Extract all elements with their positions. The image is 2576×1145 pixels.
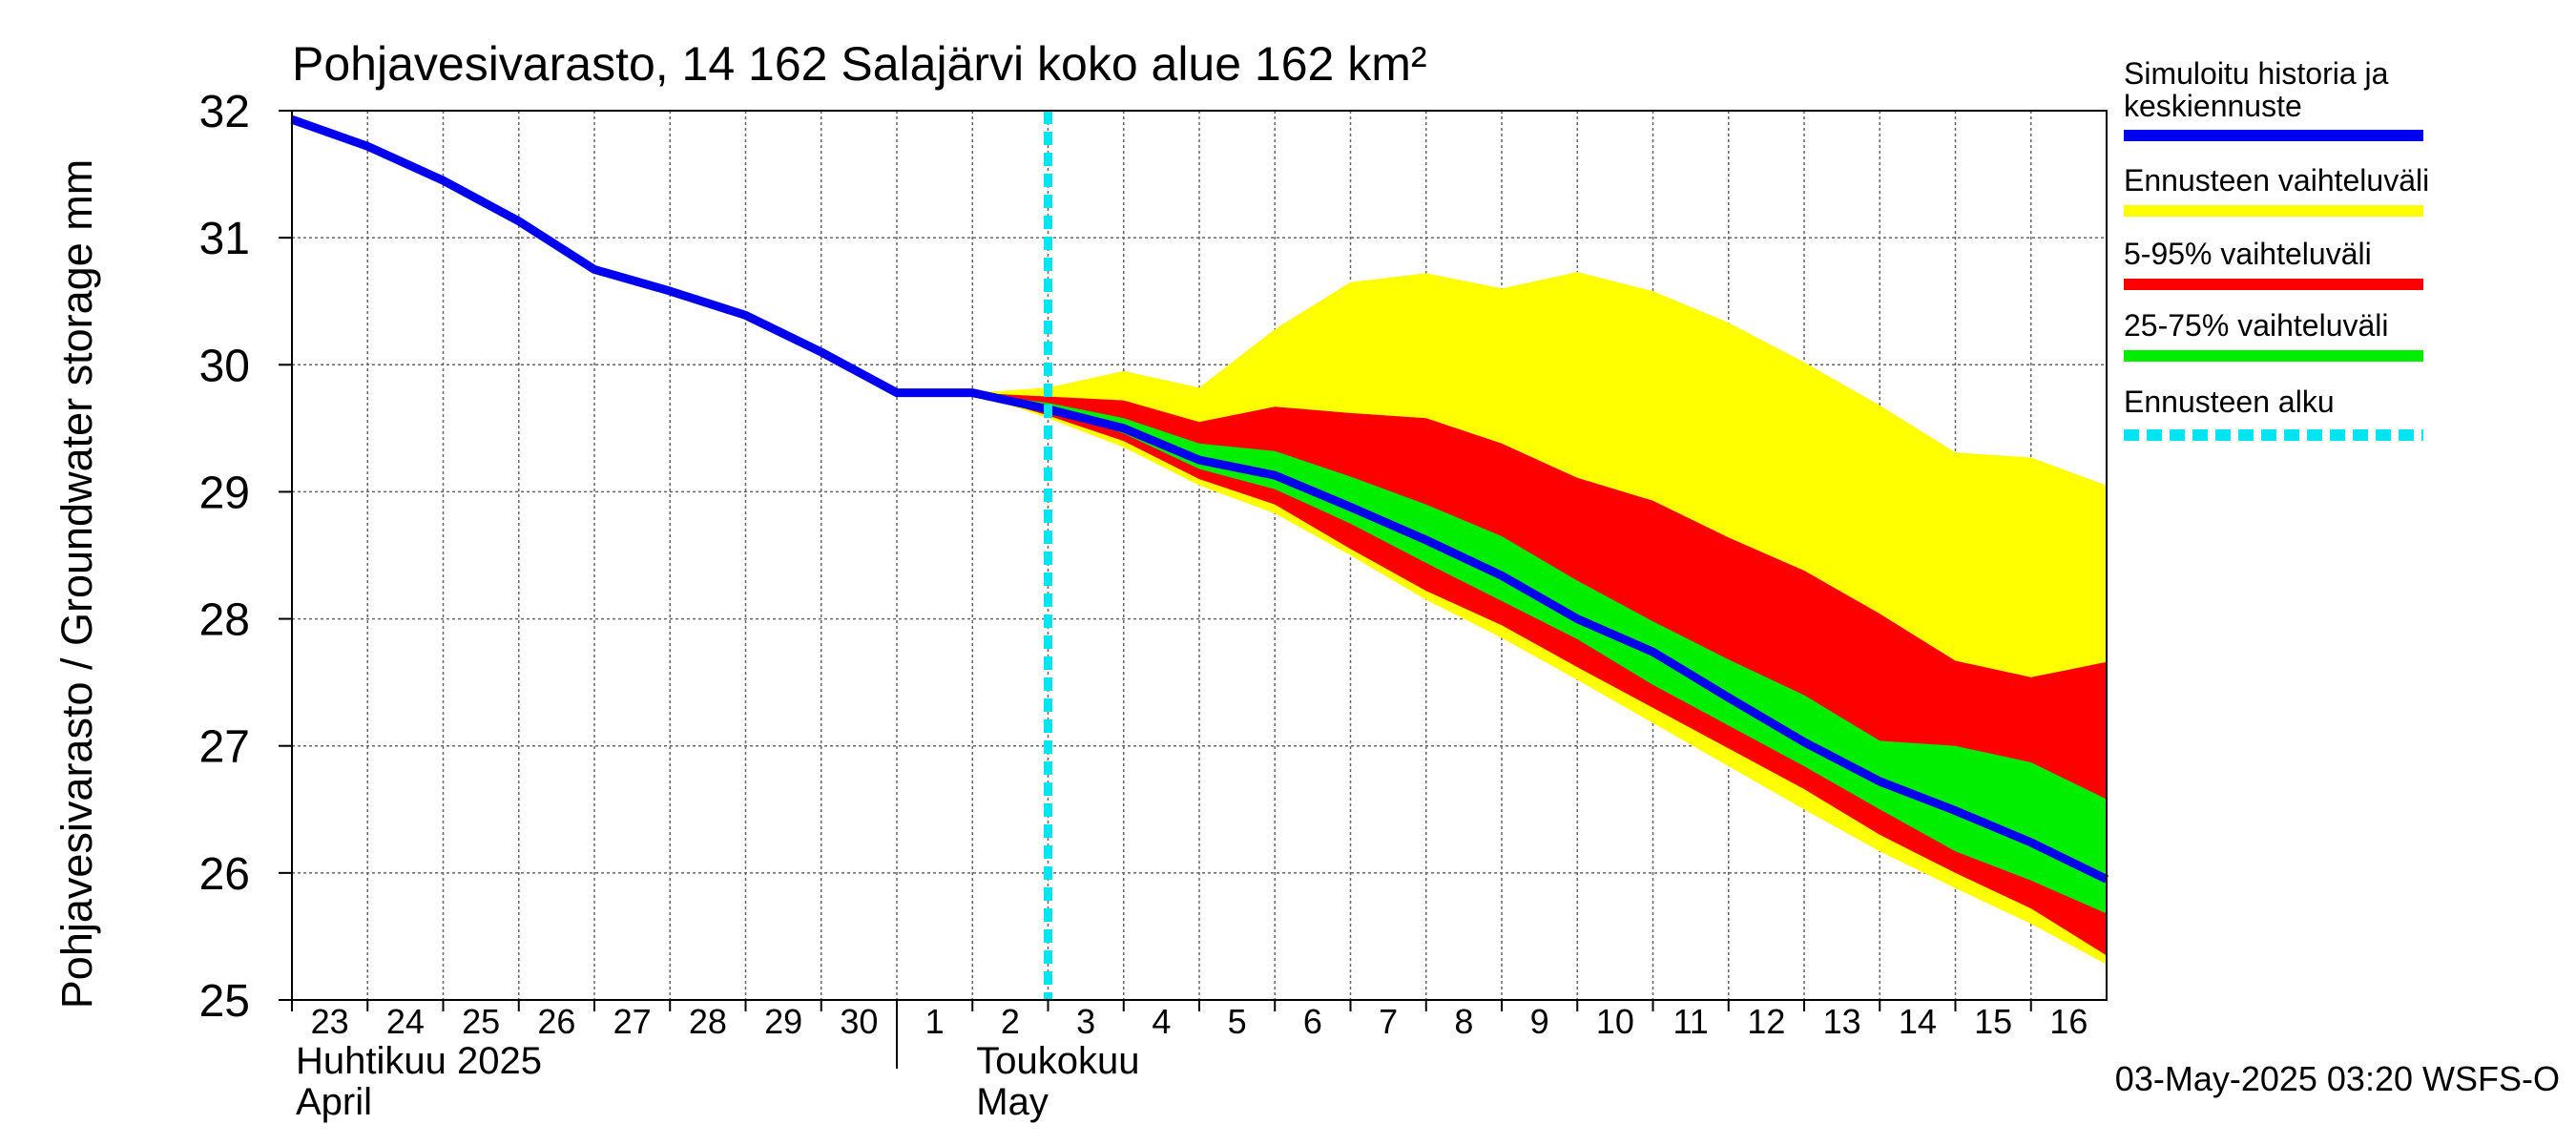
y-tick-label: 31 [199,214,250,264]
legend-label: 5-95% vaihteluväli [2124,237,2372,271]
y-tick-label: 32 [199,87,250,137]
x-tick-label: 13 [1823,1002,1861,1041]
legend-label: Ennusteen alku [2124,385,2335,419]
x-tick-label: 9 [1530,1002,1549,1041]
x-tick-label: 1 [925,1002,945,1041]
y-tick-label: 26 [199,849,250,900]
x-axis-ticks: 23 24 25 26 27 28 29 30 1 2 3 4 5 6 7 8 9 10 11 12 13 14 15 16 [291,1000,2088,1041]
x-tick-label: 28 [689,1002,727,1041]
footer-timestamp: 03-May-2025 03:20 WSFS-O [2115,1059,2560,1098]
x-tick-label: 23 [311,1002,349,1041]
x-tick-label: 5 [1228,1002,1247,1041]
x-tick-label: 30 [840,1002,878,1041]
x-tick-label: 10 [1596,1002,1634,1041]
x-tick-label: 3 [1076,1002,1095,1041]
x-tick-label: 29 [764,1002,802,1041]
y-axis-ticks: 25 26 27 28 29 30 31 32 [199,87,292,1027]
x-tick-label: 15 [1974,1002,2012,1041]
y-tick-label: 28 [199,595,250,646]
series-line-mean [290,115,2109,884]
legend-label: 25-75% vaihteluväli [2124,308,2389,343]
x-tick-label: 26 [537,1002,575,1041]
month-label-english: May [976,1081,1049,1123]
x-tick-label: 16 [2049,1002,2088,1041]
band-25-75-vaihteluv-li [972,392,2107,914]
month-label-english: April [296,1081,372,1123]
forecast-bands [972,272,2107,965]
x-tick-label: 27 [613,1002,652,1041]
legend-label: Ennusteen vaihteluväli [2124,163,2429,198]
chart-title: Pohjavesivarasto, 14 162 Salajärvi koko … [292,37,1427,91]
x-tick-label: 11 [1672,1002,1708,1041]
x-tick-label: 4 [1152,1002,1171,1041]
series-lines [290,115,2109,884]
x-tick-label: 2 [1001,1002,1020,1041]
y-tick-label: 29 [199,468,250,518]
band-5-95-vaihteluv-li [972,392,2107,956]
month-label: Toukokuu [976,1040,1139,1082]
x-tick-label: 24 [386,1002,425,1041]
x-tick-label: 7 [1379,1002,1398,1041]
month-label: Huhtikuu 2025 [296,1040,542,1082]
legend-label: Simuloitu historia ja [2124,56,2389,91]
legend-label: keskiennuste [2124,89,2302,123]
x-tick-label: 12 [1747,1002,1785,1041]
y-tick-label: 30 [199,341,250,391]
y-tick-label: 25 [199,976,250,1027]
x-tick-label: 25 [462,1002,500,1041]
x-tick-label: 14 [1899,1002,1937,1041]
x-tick-label: 8 [1454,1002,1473,1041]
x-tick-label: 6 [1303,1002,1322,1041]
y-tick-label: 27 [199,722,250,773]
y-axis-label: Pohjavesivarasto / Groundwater storage m… [52,159,101,1009]
